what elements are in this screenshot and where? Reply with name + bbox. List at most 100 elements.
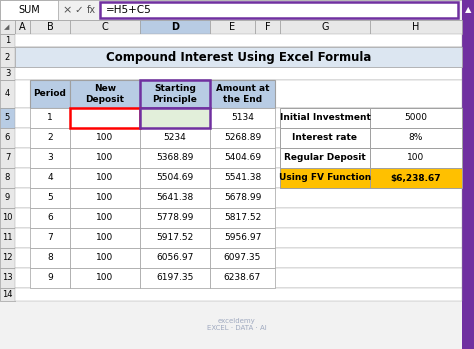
Bar <box>140 80 210 108</box>
Text: 6: 6 <box>47 214 53 223</box>
Text: 6: 6 <box>5 134 10 142</box>
Bar <box>15 288 462 301</box>
Text: H: H <box>412 22 419 32</box>
Text: 100: 100 <box>96 134 114 142</box>
Text: 6197.35: 6197.35 <box>156 274 194 282</box>
Bar <box>0 188 15 208</box>
Bar <box>70 168 140 188</box>
Text: 5134: 5134 <box>231 113 254 122</box>
Bar <box>140 268 210 288</box>
Text: 5234: 5234 <box>164 134 186 142</box>
Bar <box>15 67 462 80</box>
Text: 100: 100 <box>96 193 114 202</box>
Text: Using FV Function: Using FV Function <box>279 173 371 183</box>
Bar <box>370 20 462 34</box>
Text: 6097.35: 6097.35 <box>224 253 261 262</box>
Bar <box>210 20 255 34</box>
Bar <box>15 80 462 108</box>
Text: 2: 2 <box>5 52 10 61</box>
Text: 100: 100 <box>407 154 425 163</box>
Bar <box>140 108 210 128</box>
Bar <box>140 168 210 188</box>
Bar <box>210 188 275 208</box>
Bar <box>0 148 15 168</box>
Bar <box>30 268 70 288</box>
Text: Interest rate: Interest rate <box>292 134 357 142</box>
Text: Starting
Principle: Starting Principle <box>153 84 198 104</box>
Text: 100: 100 <box>96 233 114 243</box>
Bar <box>15 34 462 47</box>
Text: 5541.38: 5541.38 <box>224 173 261 183</box>
Text: =H5+C5: =H5+C5 <box>155 113 195 122</box>
Bar <box>280 128 370 148</box>
Bar <box>280 108 370 128</box>
Bar <box>140 148 210 168</box>
Bar <box>30 20 70 34</box>
Bar <box>0 0 474 20</box>
Bar <box>15 20 30 34</box>
Text: E: E <box>229 22 236 32</box>
Bar <box>210 128 275 148</box>
Text: 13: 13 <box>2 274 13 282</box>
Bar <box>210 248 275 268</box>
Bar <box>15 248 462 268</box>
Text: 1: 1 <box>47 113 53 122</box>
Text: C: C <box>101 22 109 32</box>
Text: 9: 9 <box>5 193 10 202</box>
Bar <box>0 168 15 188</box>
Text: SUM: SUM <box>18 5 40 15</box>
Text: Compound Interest Using Excel Formula: Compound Interest Using Excel Formula <box>106 51 371 64</box>
Text: 7: 7 <box>47 233 53 243</box>
Text: 4: 4 <box>47 173 53 183</box>
Bar <box>0 20 15 34</box>
Text: 100: 100 <box>96 214 114 223</box>
Bar <box>462 0 474 349</box>
Bar <box>0 0 58 20</box>
Bar <box>140 188 210 208</box>
Text: 4: 4 <box>5 89 10 98</box>
Text: A: A <box>19 22 26 32</box>
Bar <box>70 228 140 248</box>
Bar <box>15 128 462 148</box>
Text: 5956.97: 5956.97 <box>224 233 261 243</box>
Bar <box>0 288 15 301</box>
Text: 3: 3 <box>47 154 53 163</box>
Bar <box>140 208 210 228</box>
Text: F: F <box>264 22 270 32</box>
Bar <box>15 188 462 208</box>
Bar <box>140 20 210 34</box>
Text: ×: × <box>62 5 72 15</box>
Text: 5: 5 <box>5 113 10 122</box>
Text: 5268.89: 5268.89 <box>224 134 261 142</box>
Text: 100: 100 <box>96 253 114 262</box>
Bar <box>140 80 210 108</box>
Text: 3: 3 <box>5 69 10 78</box>
Bar <box>370 168 462 188</box>
Text: 10: 10 <box>2 214 13 223</box>
Text: 8%: 8% <box>409 134 423 142</box>
Text: G: G <box>321 22 329 32</box>
Bar <box>70 188 140 208</box>
Text: =H5+C5: =H5+C5 <box>106 5 152 15</box>
Bar <box>0 128 15 148</box>
Bar <box>255 20 280 34</box>
Bar <box>30 208 70 228</box>
Bar <box>0 67 15 80</box>
Text: ✓: ✓ <box>74 5 83 15</box>
Text: 5778.99: 5778.99 <box>156 214 194 223</box>
Text: 100: 100 <box>96 274 114 282</box>
Bar <box>370 128 462 148</box>
Text: 7: 7 <box>5 154 10 163</box>
Bar <box>15 208 462 228</box>
Text: $6,238.67: $6,238.67 <box>391 173 441 183</box>
Bar <box>70 20 140 34</box>
Bar <box>210 108 275 128</box>
Text: 5: 5 <box>47 193 53 202</box>
Bar <box>140 108 210 128</box>
Bar <box>15 148 462 168</box>
Bar <box>100 2 458 18</box>
Bar <box>70 80 140 108</box>
Text: ◢: ◢ <box>4 24 9 30</box>
Bar <box>140 228 210 248</box>
Text: 8: 8 <box>5 173 10 183</box>
